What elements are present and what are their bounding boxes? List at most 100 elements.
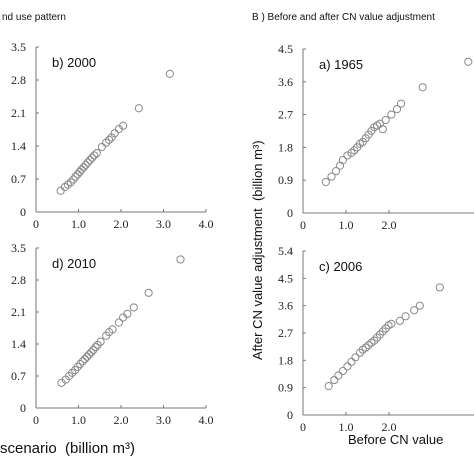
y-tick-label: 2.8	[11, 273, 26, 287]
data-point	[85, 350, 94, 359]
data-point	[435, 283, 444, 292]
data-point	[80, 354, 89, 364]
data-point	[378, 125, 387, 134]
data-point	[176, 255, 185, 264]
data-point	[110, 129, 119, 138]
x-tick-label: 2.0	[114, 217, 129, 231]
x-tick-label: 1.0	[339, 218, 354, 232]
right-x-axis-label: Before CN value	[348, 432, 444, 447]
y-tick-label: 4.5	[278, 271, 293, 285]
data-point	[78, 357, 87, 366]
data-point	[396, 99, 406, 108]
data-point	[330, 375, 339, 385]
y-tick-label: 0.9	[278, 173, 293, 187]
y-tick-label: 3.6	[278, 75, 293, 89]
data-point	[378, 327, 387, 336]
data-point	[123, 309, 132, 318]
y-tick-label: 3.5	[11, 40, 26, 54]
data-point	[373, 333, 382, 342]
data-point	[415, 301, 424, 310]
data-point	[367, 338, 376, 347]
y-tick-label: 2.7	[278, 326, 293, 340]
data-point	[88, 153, 97, 162]
x-tick-label: 2.0	[382, 420, 397, 434]
data-point	[418, 83, 427, 92]
data-point	[90, 151, 99, 160]
data-point	[321, 177, 330, 187]
y-tick-label: 2.7	[278, 108, 293, 122]
data-point	[361, 343, 370, 352]
y-tick-label: 5.4	[278, 244, 293, 258]
x-tick-label: 0	[300, 218, 306, 232]
data-point	[82, 352, 92, 361]
data-point	[358, 345, 367, 354]
data-point	[410, 306, 419, 315]
data-point	[375, 330, 385, 339]
x-tick-label: 1.0	[339, 420, 354, 434]
data-point	[119, 121, 128, 130]
right-y-axis-label: After CN value adjustment (billion m³)	[250, 140, 265, 360]
y-tick-label: 0	[287, 206, 293, 220]
x-tick-label: 1.0	[71, 217, 86, 231]
data-point	[96, 337, 105, 346]
data-point	[73, 362, 82, 371]
x-tick-label: 3.0	[156, 217, 171, 231]
data-point	[68, 368, 77, 377]
data-point	[355, 348, 365, 357]
y-tick-label: 1.4	[11, 139, 26, 153]
panel-label: a) 1965	[319, 57, 363, 72]
data-point	[343, 151, 352, 160]
data-point	[76, 360, 85, 369]
y-tick-label: 0	[287, 408, 293, 422]
data-point	[81, 160, 90, 169]
data-point	[92, 148, 101, 158]
x-tick-label: 0	[300, 420, 306, 434]
data-point	[69, 175, 78, 184]
y-tick-label: 1.8	[278, 353, 293, 367]
x-tick-label: 3.0	[156, 413, 171, 427]
data-point	[395, 316, 404, 325]
data-point	[114, 318, 123, 327]
data-point	[79, 163, 88, 172]
y-tick-label: 4.5	[278, 42, 293, 56]
x-tick-label: 0	[33, 217, 39, 231]
data-point	[364, 341, 373, 350]
data-point	[77, 165, 86, 174]
left-x-axis-label: scenario (billion m³)	[0, 440, 136, 457]
y-tick-label: 0	[20, 401, 26, 415]
y-tick-label: 3.5	[11, 241, 26, 255]
data-point	[56, 186, 65, 195]
y-tick-label: 0.7	[11, 369, 26, 383]
data-point	[324, 382, 333, 391]
data-point	[387, 110, 396, 119]
x-tick-label: 4.0	[199, 217, 214, 231]
y-tick-label: 0.9	[278, 381, 293, 395]
data-point	[351, 353, 360, 362]
panel-label: d) 2010	[52, 256, 96, 271]
y-tick-label: 2.1	[11, 305, 26, 319]
x-tick-label: 0	[33, 413, 39, 427]
data-point	[89, 345, 98, 355]
data-point	[381, 115, 390, 125]
data-point	[343, 362, 352, 371]
y-tick-label: 1.4	[11, 337, 26, 351]
data-point	[71, 172, 80, 181]
y-tick-label: 3.6	[278, 299, 293, 313]
data-point	[165, 69, 174, 78]
y-tick-label: 2.1	[11, 106, 26, 120]
data-point	[334, 371, 343, 380]
data-point	[331, 166, 341, 176]
data-point	[338, 366, 347, 376]
y-tick-label: 1.8	[278, 140, 293, 154]
x-tick-label: 2.0	[382, 218, 397, 232]
y-tick-label: 0.7	[11, 172, 26, 186]
data-point	[401, 312, 410, 321]
data-point	[387, 319, 396, 328]
data-point	[347, 148, 356, 157]
data-point	[144, 288, 153, 297]
y-tick-label: 2.8	[11, 73, 26, 87]
data-point	[105, 135, 114, 144]
data-point	[85, 156, 95, 165]
data-point	[347, 357, 356, 366]
